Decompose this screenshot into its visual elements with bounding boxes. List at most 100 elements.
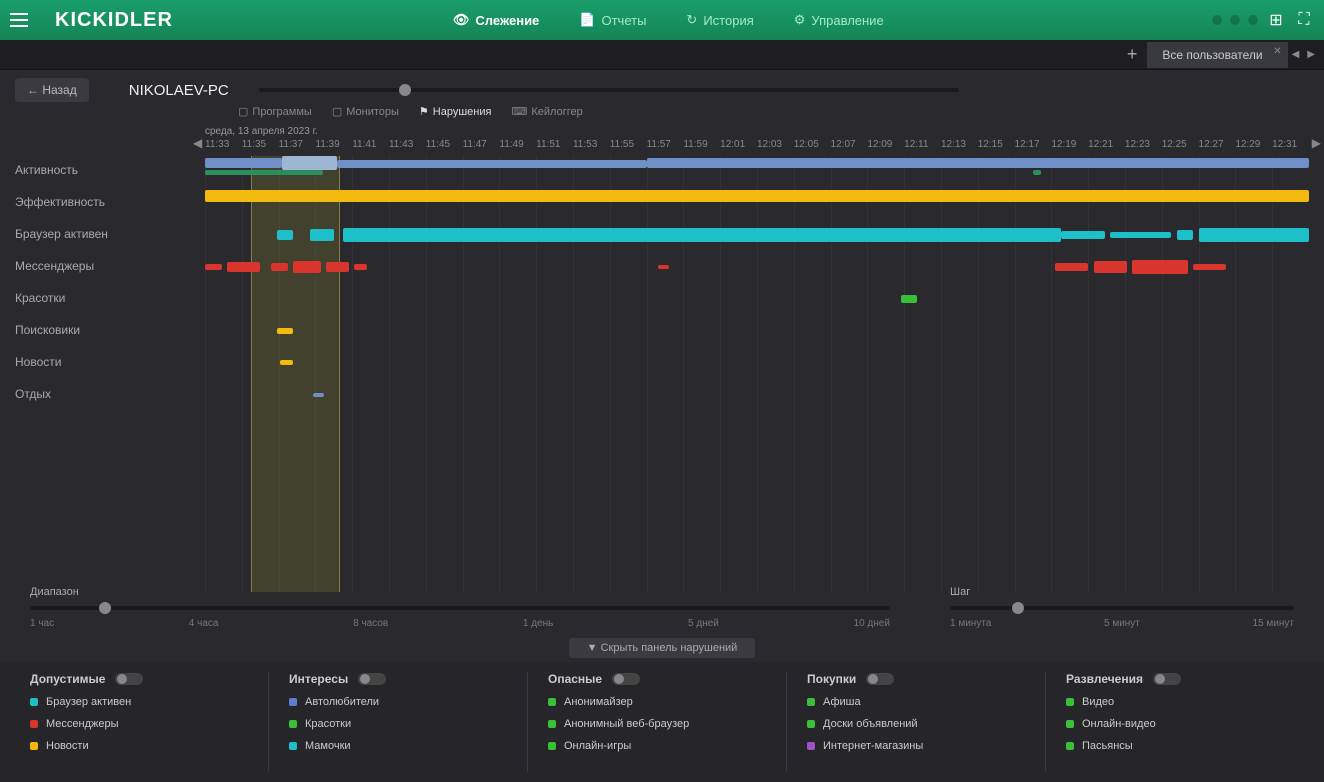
category-item-label: Интернет-магазины <box>823 740 923 752</box>
close-tab-icon[interactable]: ✕ <box>1273 46 1281 57</box>
category-item[interactable]: Онлайн-видео <box>1066 718 1294 730</box>
category-item[interactable]: Доски объявлений <box>807 718 1035 730</box>
subtab-violations[interactable]: ⚑Нарушения <box>419 105 492 118</box>
category-item[interactable]: Новости <box>30 740 258 752</box>
collapse-bar: ▼ Скрыть панель нарушений <box>0 634 1324 662</box>
activity-bar[interactable] <box>277 328 294 334</box>
position-slider[interactable] <box>259 88 959 92</box>
activity-bar[interactable] <box>277 230 294 240</box>
activity-bar[interactable] <box>282 156 337 170</box>
color-dot <box>30 742 38 750</box>
activity-bar[interactable] <box>1094 261 1127 273</box>
timeline-next-icon[interactable]: ▶ <box>1312 136 1321 150</box>
activity-bar[interactable] <box>354 264 367 270</box>
chart-row <box>205 252 1309 284</box>
slider-tick: 1 час <box>30 618 54 629</box>
fullscreen-icon[interactable]: ⛶ <box>1294 10 1314 30</box>
time-tick: 12:17 <box>1015 139 1052 150</box>
category-item[interactable]: Браузер активен <box>30 696 258 708</box>
range-handle[interactable] <box>99 602 111 614</box>
app-logo: KICKIDLER <box>55 9 173 32</box>
activity-bar[interactable] <box>1177 230 1194 240</box>
category-item[interactable]: Онлайн-игры <box>548 740 776 752</box>
activity-bar[interactable] <box>1033 170 1041 175</box>
step-slider[interactable] <box>950 606 1294 610</box>
activity-bar[interactable] <box>227 262 260 272</box>
violations-panel: ДопустимыеБраузер активенМессенджерыНово… <box>0 662 1324 782</box>
activity-bar[interactable] <box>1055 263 1088 271</box>
activity-bar[interactable] <box>313 393 324 397</box>
activity-bar[interactable] <box>310 229 334 241</box>
activity-bar[interactable] <box>205 190 1309 202</box>
activity-bar[interactable] <box>647 158 1309 168</box>
category-toggle[interactable] <box>115 673 143 685</box>
category-column: РазвлеченияВидеоОнлайн-видеоПасьянсы <box>1056 672 1304 772</box>
category-title: Интересы <box>289 672 348 686</box>
category-item[interactable]: Пасьянсы <box>1066 740 1294 752</box>
range-slider[interactable] <box>30 606 890 610</box>
category-toggle[interactable] <box>358 673 386 685</box>
category-item[interactable]: Интернет-магазины <box>807 740 1035 752</box>
subtab-programs[interactable]: ▢Программы <box>238 105 312 118</box>
activity-bar[interactable] <box>337 160 646 168</box>
subtab-monitors[interactable]: ▢Мониторы <box>332 105 399 118</box>
activity-bar[interactable] <box>343 228 1061 242</box>
activity-bar[interactable] <box>1193 264 1226 270</box>
activity-bar[interactable] <box>293 261 321 273</box>
step-handle[interactable] <box>1012 602 1024 614</box>
activity-bar[interactable] <box>205 264 222 270</box>
category-item[interactable]: Афиша <box>807 696 1035 708</box>
category-item[interactable]: Мессенджеры <box>30 718 258 730</box>
add-tab-button[interactable]: + <box>1117 44 1148 65</box>
nav-tracking[interactable]: 👁Слежение <box>453 12 539 28</box>
category-item-label: Новости <box>46 740 89 752</box>
activity-bar[interactable] <box>1110 232 1171 238</box>
color-dot <box>289 720 297 728</box>
activity-bar[interactable] <box>1199 228 1309 242</box>
menu-icon[interactable] <box>10 5 40 35</box>
category-item[interactable]: Мамочки <box>289 740 517 752</box>
category-item-label: Браузер активен <box>46 696 131 708</box>
timeline-prev-icon[interactable]: ◀ <box>193 136 202 150</box>
time-tick: 12:23 <box>1125 139 1162 150</box>
category-toggle[interactable] <box>1153 673 1181 685</box>
add-window-icon[interactable]: ⊞ <box>1266 10 1286 30</box>
activity-bar[interactable] <box>1061 231 1105 239</box>
activity-bar[interactable] <box>280 360 293 365</box>
category-item-label: Онлайн-игры <box>564 740 631 752</box>
chart-row <box>205 220 1309 252</box>
window-dot[interactable] <box>1230 15 1240 25</box>
tab-all-users[interactable]: Все пользователи ✕ <box>1147 42 1287 68</box>
category-item[interactable]: Анонимный веб-браузер <box>548 718 776 730</box>
category-toggle[interactable] <box>866 673 894 685</box>
time-tick: 11:41 <box>352 139 389 150</box>
nav-history[interactable]: ↻История <box>686 12 753 28</box>
nav-reports[interactable]: 📄Отчеты <box>579 12 646 28</box>
tab-next-icon[interactable]: ▶ <box>1303 49 1319 60</box>
activity-bar[interactable] <box>326 262 348 272</box>
category-item[interactable]: Анонимайзер <box>548 696 776 708</box>
window-dot[interactable] <box>1212 15 1222 25</box>
window-dot[interactable] <box>1248 15 1258 25</box>
category-item[interactable]: Видео <box>1066 696 1294 708</box>
tab-prev-icon[interactable]: ◀ <box>1288 49 1304 60</box>
activity-bar[interactable] <box>205 170 323 175</box>
category-item[interactable]: Автолюбители <box>289 696 517 708</box>
nav-manage[interactable]: ⚙Управление <box>794 12 884 28</box>
eye-icon: 👁 <box>453 12 470 28</box>
activity-bar[interactable] <box>658 265 669 269</box>
back-button[interactable]: ← Назад <box>15 78 89 102</box>
subtab-keylogger[interactable]: ⌨Кейлоггер <box>511 105 582 118</box>
color-dot <box>1066 742 1074 750</box>
category-item[interactable]: Красотки <box>289 718 517 730</box>
category-toggle[interactable] <box>612 673 640 685</box>
doc-icon: 📄 <box>579 12 595 28</box>
activity-bar[interactable] <box>901 295 918 303</box>
slider-handle[interactable] <box>399 84 411 96</box>
collapse-panel-button[interactable]: ▼ Скрыть панель нарушений <box>569 638 756 658</box>
activity-bar[interactable] <box>205 158 282 168</box>
activity-bar[interactable] <box>1132 260 1187 274</box>
slider-tick: 1 день <box>523 618 553 629</box>
row-label: Браузер активен <box>15 218 205 250</box>
activity-bar[interactable] <box>271 263 288 271</box>
